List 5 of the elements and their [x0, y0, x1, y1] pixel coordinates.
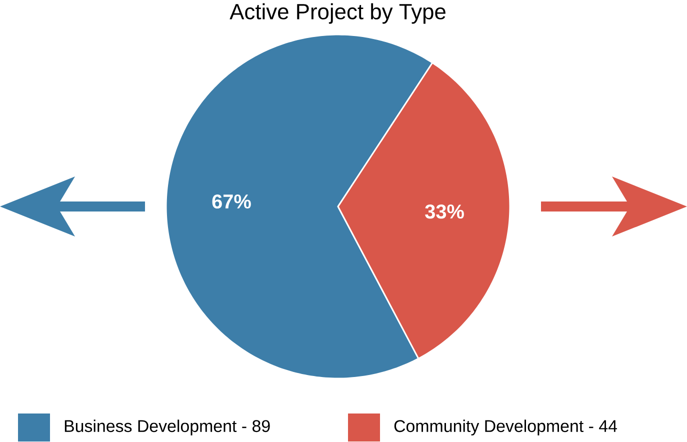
legend-label: Community Development - 44: [394, 420, 618, 436]
chart-title: Active Project by Type: [230, 4, 446, 24]
data-label: 33%: [425, 204, 464, 219]
legend-label: Business Development - 89: [64, 420, 270, 436]
data-label: 67%: [212, 194, 251, 209]
